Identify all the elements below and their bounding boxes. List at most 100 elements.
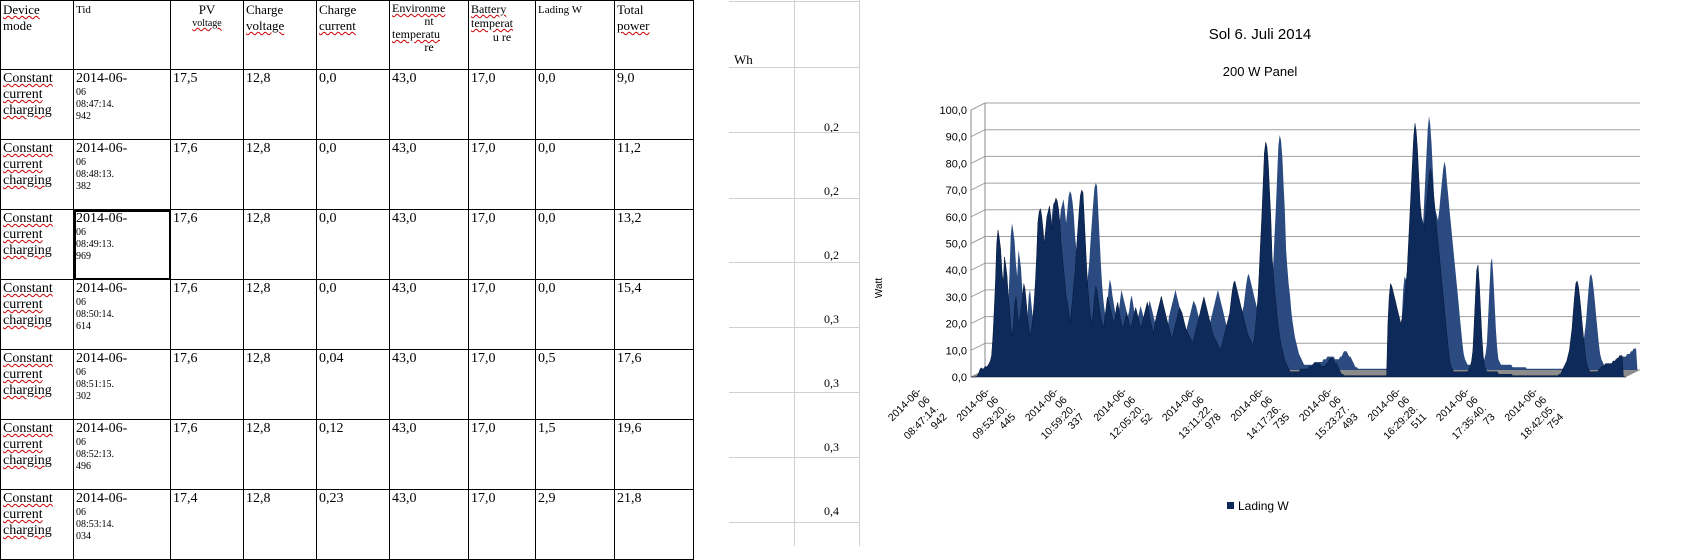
header-total-power[interactable]: Total power (614, 0, 694, 70)
cell-pv-voltage[interactable]: 17,6 (170, 209, 244, 280)
cell-tid[interactable]: 2014-06- 06 08:49:13. 969 (73, 209, 171, 280)
cell-charge-current[interactable]: 0,0 (316, 209, 390, 280)
cell-battery-temperature[interactable]: 17,0 (468, 489, 536, 560)
wh-value[interactable]: 0,2 (824, 184, 839, 198)
wh-value[interactable]: 0,3 (824, 440, 839, 454)
cell-charge-voltage[interactable]: 12,8 (243, 139, 317, 210)
cell-battery-temperature[interactable]: 17,0 (468, 139, 536, 210)
wh-value[interactable]: 0,3 (824, 312, 839, 326)
cell-total-power[interactable]: 19,6 (614, 419, 694, 490)
cell-charge-current[interactable]: 0,23 (316, 489, 390, 560)
cell-device-mode[interactable]: Constant current charging (0, 349, 74, 420)
header-environment-temperature[interactable]: Environme nt temperatu re (389, 0, 469, 70)
cell-text: 43,0 (392, 141, 417, 156)
header-line: temperatu (392, 27, 440, 41)
wh-value[interactable]: 0,4 (824, 504, 839, 518)
header-pv-voltage[interactable]: PV voltage (170, 0, 244, 70)
cell-charge-voltage[interactable]: 12,8 (243, 489, 317, 560)
cell-pv-voltage[interactable]: 17,6 (170, 419, 244, 490)
cell-lading-w[interactable]: 0,0 (535, 279, 615, 350)
cell-device-mode[interactable]: Constant current charging (0, 209, 74, 280)
cell-tid[interactable]: 2014-06- 06 08:47:14. 942 (73, 69, 171, 140)
cell-lading-w[interactable]: 1,5 (535, 419, 615, 490)
cell-text: 17,6 (173, 211, 198, 226)
cell-total-power[interactable]: 17,6 (614, 349, 694, 420)
cell-total-power[interactable]: 13,2 (614, 209, 694, 280)
cell-tid[interactable]: 2014-06- 06 08:52:13. 496 (73, 419, 171, 490)
cell-charge-voltage[interactable]: 12,8 (243, 349, 317, 420)
cell-text: 17,6 (173, 141, 198, 156)
cell-device-mode[interactable]: Constant current charging (0, 139, 74, 210)
header-tid[interactable]: Tid (73, 0, 171, 70)
cell-battery-temperature[interactable]: 17,0 (468, 279, 536, 350)
cell-text: current (3, 157, 43, 172)
cell-total-power[interactable]: 15,4 (614, 279, 694, 350)
cell-lading-w[interactable]: 2,9 (535, 489, 615, 560)
cell-pv-voltage[interactable]: 17,6 (170, 349, 244, 420)
wh-header[interactable]: Wh (734, 52, 753, 67)
cell-pv-voltage[interactable]: 17,5 (170, 69, 244, 140)
cell-total-power[interactable]: 21,8 (614, 489, 694, 560)
cell-total-power[interactable]: 9,0 (614, 69, 694, 140)
header-line: voltage (192, 18, 222, 29)
cell-environment-temperature[interactable]: 43,0 (389, 489, 469, 560)
cell-charge-voltage[interactable]: 12,8 (243, 279, 317, 350)
cell-battery-temperature[interactable]: 17,0 (468, 209, 536, 280)
header-device-mode[interactable]: Device mode (0, 0, 74, 70)
wh-value[interactable]: 0,2 (824, 120, 839, 134)
cell-device-mode[interactable]: Constant current charging (0, 489, 74, 560)
cell-environment-temperature[interactable]: 43,0 (389, 279, 469, 350)
cell-charge-voltage[interactable]: 12,8 (243, 69, 317, 140)
cell-charge-current[interactable]: 0,04 (316, 349, 390, 420)
cell-total-power[interactable]: 11,2 (614, 139, 694, 210)
cell-device-mode[interactable]: Constant current charging (0, 419, 74, 490)
cell-charge-current[interactable]: 0,12 (316, 419, 390, 490)
cell-battery-temperature[interactable]: 17,0 (468, 69, 536, 140)
cell-charge-current[interactable]: 0,0 (316, 139, 390, 210)
cell-device-mode[interactable]: Constant current charging (0, 279, 74, 350)
chart-title: Sol 6. Juli 2014 (1209, 26, 1312, 43)
cell-pv-voltage[interactable]: 17,6 (170, 139, 244, 210)
cell-text: charging (3, 453, 52, 468)
header-battery-temperature[interactable]: Battery temperat u re (468, 0, 536, 70)
cell-charge-voltage[interactable]: 12,8 (243, 419, 317, 490)
cell-charge-current[interactable]: 0,0 (316, 279, 390, 350)
cell-environment-temperature[interactable]: 43,0 (389, 419, 469, 490)
cell-text: 0,0 (319, 281, 337, 296)
cell-device-mode[interactable]: Constant current charging (0, 69, 74, 140)
cell-tid[interactable]: 2014-06- 06 08:50:14. 614 (73, 279, 171, 350)
cell-lading-w[interactable]: 0,0 (535, 209, 615, 280)
y-tick-label: 40,0 (946, 265, 967, 277)
cell-environment-temperature[interactable]: 43,0 (389, 139, 469, 210)
cell-tid[interactable]: 2014-06- 06 08:53:14. 034 (73, 489, 171, 560)
cell-charge-current[interactable]: 0,0 (316, 69, 390, 140)
y-tick-label: 90,0 (946, 132, 967, 144)
cell-charge-voltage[interactable]: 12,8 (243, 209, 317, 280)
cell-lading-w[interactable]: 0,0 (535, 69, 615, 140)
cell-environment-temperature[interactable]: 43,0 (389, 69, 469, 140)
cell-text: 2014-06- (76, 71, 128, 86)
header-charge-voltage[interactable]: Charge voltage (243, 0, 317, 70)
cell-lading-w[interactable]: 0,0 (535, 139, 615, 210)
header-lading-w[interactable]: Lading W (535, 0, 615, 70)
cell-environment-temperature[interactable]: 43,0 (389, 349, 469, 420)
lading-chart[interactable]: Sol 6. Juli 2014 200 W Panel Watt 0,0 10,0 20… (860, 0, 1694, 546)
header-charge-current[interactable]: Charge current (316, 0, 390, 70)
cell-text: 08:51:15. (76, 379, 115, 390)
cell-environment-temperature[interactable]: 43,0 (389, 209, 469, 280)
cell-lading-w[interactable]: 0,5 (535, 349, 615, 420)
wh-value[interactable]: 0,2 (824, 248, 839, 262)
cell-pv-voltage[interactable]: 17,6 (170, 279, 244, 350)
cell-text: 17,6 (617, 351, 642, 366)
y-tick-label: 60,0 (946, 212, 967, 224)
cell-battery-temperature[interactable]: 17,0 (468, 419, 536, 490)
cell-pv-voltage[interactable]: 17,4 (170, 489, 244, 560)
table-row: Constant current charging 2014-06- 06 08:50:1… (0, 279, 694, 350)
cell-battery-temperature[interactable]: 17,0 (468, 349, 536, 420)
cell-tid[interactable]: 2014-06- 06 08:48:13. 382 (73, 139, 171, 210)
cell-text: 12,8 (246, 71, 271, 86)
cell-tid[interactable]: 2014-06- 06 08:51:15. 302 (73, 349, 171, 420)
wh-value[interactable]: 0,3 (824, 376, 839, 390)
